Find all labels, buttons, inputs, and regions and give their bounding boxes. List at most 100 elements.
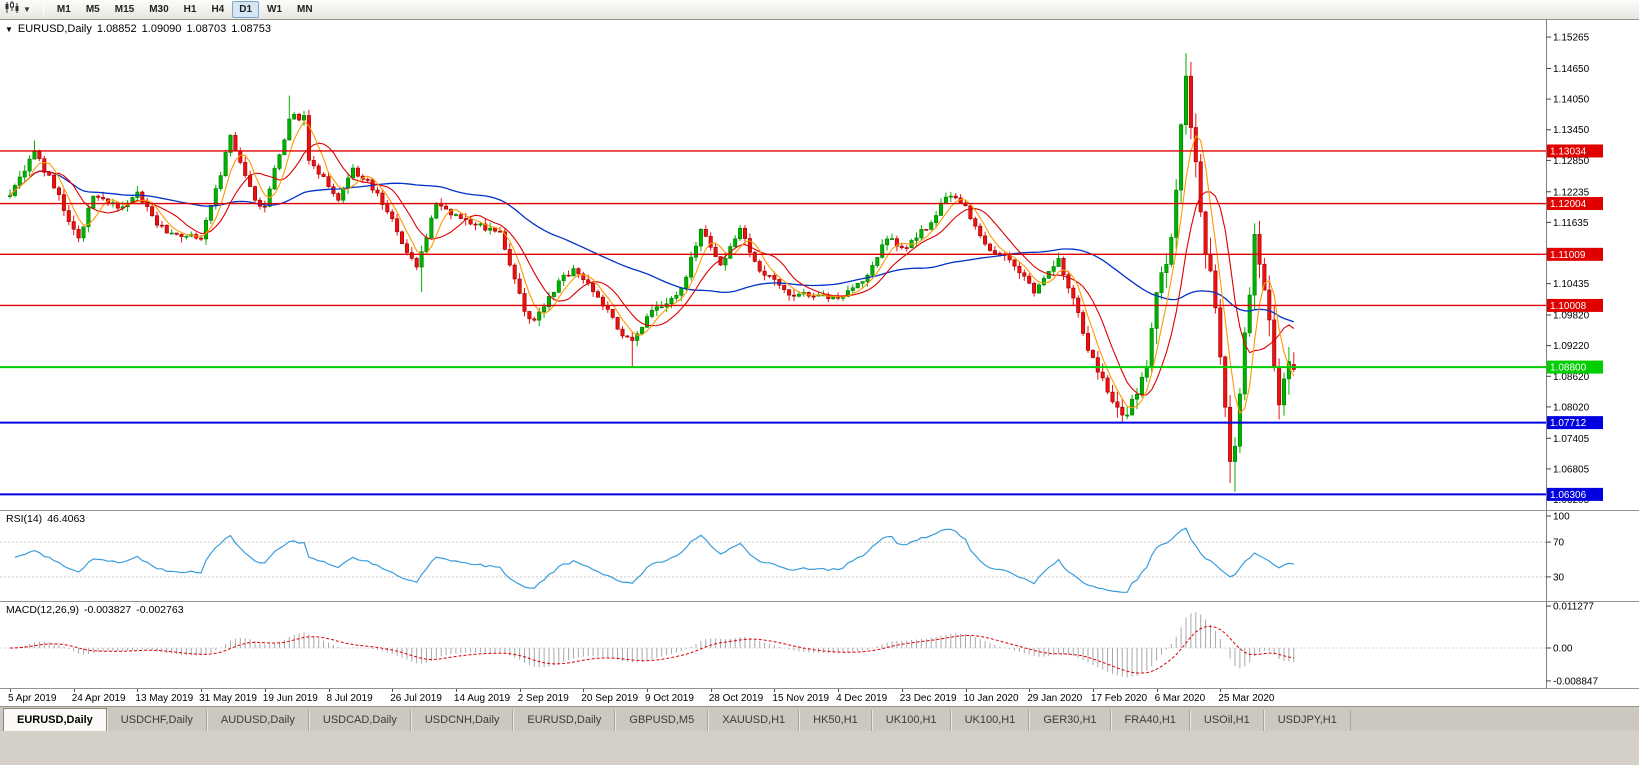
- candles-layer: [8, 53, 1296, 492]
- date-axis-tick: [1029, 689, 1031, 692]
- svg-text:1.11635: 1.11635: [1553, 218, 1589, 229]
- chart-tab-0[interactable]: EURUSD,Daily: [3, 708, 107, 731]
- chart-tab-8[interactable]: HK50,H1: [799, 710, 872, 731]
- timeframe-button-h1[interactable]: H1: [183, 4, 197, 15]
- horizontal-lines-layer[interactable]: 1.13034 1.12004 1.11009 1.10008 1.08800 1.077…: [0, 144, 1603, 501]
- date-axis-tick: [392, 689, 394, 692]
- svg-text:1.11009: 1.11009: [1550, 250, 1586, 261]
- chart-tab-6[interactable]: GBPUSD,M5: [615, 710, 709, 731]
- timeframe-button-mn[interactable]: MN: [297, 4, 313, 15]
- date-axis-tick: [455, 689, 457, 692]
- date-axis-label: 25 Mar 2020: [1218, 693, 1275, 704]
- chart-tab-4[interactable]: USDCNH,Daily: [410, 710, 514, 731]
- date-axis-label: 10 Jan 2020: [963, 693, 1019, 704]
- svg-text:1.10435: 1.10435: [1553, 279, 1590, 290]
- date-axis-tick: [1220, 689, 1222, 692]
- svg-text:1.09220: 1.09220: [1553, 341, 1590, 352]
- timeframe-button-m1[interactable]: M1: [56, 4, 71, 15]
- ohlc-close: 1.08753: [231, 23, 271, 35]
- timeframe-button-m5[interactable]: M5: [85, 4, 100, 15]
- timeframe-button-m30[interactable]: M30: [149, 4, 169, 15]
- date-axis-tick: [965, 689, 967, 692]
- moving-averages-layer: [9, 120, 1295, 415]
- svg-text:70: 70: [1553, 538, 1565, 549]
- chart-tab-11[interactable]: GER30,H1: [1029, 710, 1111, 731]
- chart-tab-2[interactable]: AUDUSD,Daily: [206, 710, 309, 731]
- price-axis[interactable]: 1.15265 1.14650 1.14050 1.13450 1.12850 1.122…: [1546, 33, 1590, 506]
- date-axis-tick: [901, 689, 903, 692]
- date-axis-label: 31 May 2019: [199, 693, 257, 704]
- chart-tab-13[interactable]: USOil,H1: [1189, 710, 1264, 731]
- ma-slow-line: [9, 170, 1295, 323]
- macd-histogram: [14, 612, 1295, 678]
- main-price-chart[interactable]: 1.15265 1.14650 1.14050 1.13450 1.12850 1.122…: [0, 20, 1639, 510]
- svg-text:1.07405: 1.07405: [1553, 434, 1590, 445]
- chart-tab-5[interactable]: EURUSD,Daily: [513, 710, 616, 731]
- svg-text:1.07712: 1.07712: [1550, 418, 1587, 429]
- chart-title: ▼ EURUSD,Daily 1.08852 1.09090 1.08703 1.0875…: [5, 23, 276, 35]
- panel-splitter-macd[interactable]: [0, 601, 1639, 602]
- chevron-down-icon[interactable]: ▼: [23, 5, 31, 14]
- date-axis-label: 9 Oct 2019: [645, 693, 694, 704]
- date-axis-label: 26 Jul 2019: [390, 693, 442, 704]
- date-axis-tick: [838, 689, 840, 692]
- macd-value-main: -0.003827: [83, 604, 132, 616]
- chart-menu-icon[interactable]: ▼: [5, 25, 13, 34]
- date-axis-label: 20 Sep 2019: [581, 693, 639, 704]
- svg-text:0.011277: 0.011277: [1553, 602, 1594, 613]
- ohlc-low: 1.08703: [186, 23, 227, 35]
- chart-tab-10[interactable]: UK100,H1: [950, 710, 1030, 731]
- candlestick-chart-icon[interactable]: [4, 0, 20, 19]
- candlestick-chart-icon-svg: [5, 0, 19, 13]
- chart-tab-14[interactable]: USDJPY,H1: [1263, 710, 1351, 731]
- macd-value-signal: -0.002763: [136, 604, 184, 616]
- chart-tab-bar: EURUSD,Daily USDCHF,Daily AUDUSD,Daily USDC…: [0, 707, 1639, 731]
- date-axis-label: 14 Aug 2019: [453, 693, 511, 704]
- price-level-badge: [1547, 360, 1603, 374]
- svg-text:1.08800: 1.08800: [1550, 363, 1587, 374]
- date-axis[interactable]: 5 Apr 2019 24 Apr 2019 13 May 2019 31 May 2…: [0, 689, 1639, 707]
- date-axis-tick: [710, 689, 712, 692]
- timeframe-button-w1[interactable]: W1: [267, 4, 283, 15]
- rsi-label: RSI(14) 46.4063: [6, 513, 90, 525]
- main-toolbar: ▼ M1 M5 M15 M30 H1 H4 D1 W1 MN: [0, 0, 1639, 20]
- date-axis-tick: [264, 689, 266, 692]
- rsi-name: RSI(14): [6, 513, 43, 525]
- status-bar: [0, 731, 1639, 765]
- svg-text:1.12235: 1.12235: [1553, 187, 1590, 198]
- rsi-value: 46.4063: [47, 513, 86, 525]
- chart-tab-12[interactable]: FRA40,H1: [1110, 710, 1190, 731]
- svg-text:1.13450: 1.13450: [1553, 125, 1590, 136]
- timeframe-button-m15[interactable]: M15: [114, 4, 135, 15]
- chart-tab-7[interactable]: XAUUSD,H1: [708, 710, 800, 731]
- svg-text:1.09820: 1.09820: [1553, 311, 1590, 322]
- chart-tab-1[interactable]: USDCHF,Daily: [106, 710, 207, 731]
- svg-text:1.15265: 1.15265: [1553, 33, 1590, 44]
- chart-tab-9[interactable]: UK100,H1: [871, 710, 951, 731]
- chart-type-group: ▼: [4, 0, 33, 19]
- ohlc-high: 1.09090: [141, 23, 182, 35]
- price-level-badge: [1547, 298, 1603, 312]
- date-axis-tick: [774, 689, 776, 692]
- date-axis-label: 8 Jul 2019: [326, 693, 373, 704]
- date-axis-tick: [73, 689, 75, 692]
- date-axis-tick: [137, 689, 139, 692]
- macd-panel[interactable]: 0.011277 0.00 -0.008847: [0, 602, 1639, 688]
- price-level-badge: [1547, 487, 1603, 501]
- date-axis-tick: [10, 689, 11, 692]
- macd-label: MACD(12,26,9) -0.003827 -0.002763: [6, 604, 189, 616]
- timeframe-button-group: M1 M5 M15 M30 H1 H4 D1 W1 MN: [50, 1, 320, 18]
- date-axis-label: 5 Apr 2019: [8, 693, 57, 704]
- panel-splitter-rsi[interactable]: [0, 510, 1639, 511]
- price-level-badge: [1547, 197, 1603, 211]
- svg-text:1.12850: 1.12850: [1553, 156, 1590, 167]
- date-axis-tick: [328, 689, 330, 692]
- price-level-badge: [1547, 247, 1603, 261]
- timeframe-button-h4[interactable]: H4: [211, 4, 225, 15]
- rsi-panel[interactable]: 100 70 30: [0, 511, 1639, 601]
- chart-tab-3[interactable]: USDCAD,Daily: [308, 710, 411, 731]
- timeframe-button-d1[interactable]: D1: [232, 1, 260, 18]
- chart-symbol-label: EURUSD,Daily: [17, 23, 92, 35]
- ma-mid-line: [9, 142, 1295, 396]
